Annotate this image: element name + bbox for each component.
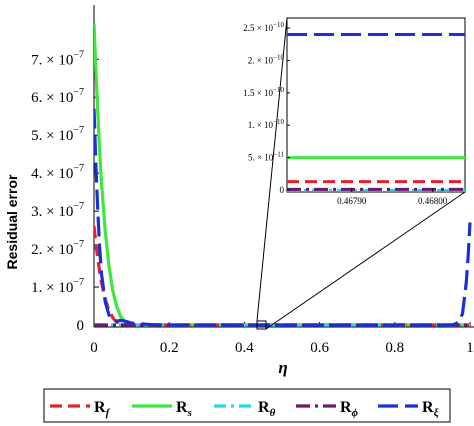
y-tick-label: 0 [77,318,85,334]
y-tick-label: 6. × 10−7 [31,87,84,106]
inset-frame [286,17,466,193]
series-line-f [94,226,470,327]
x-tick-label: 0.6 [310,340,329,356]
zoom-connector-left [256,17,288,322]
x-tick-label: 0.8 [385,340,404,356]
zoom-box [256,320,267,330]
zoom-connector-right [265,191,466,330]
inset-y-tick-label: 0 [280,185,285,195]
y-tick-label: 3. × 10−7 [31,201,84,220]
x-axis-label: η [278,358,287,377]
x-tick-label: 0.2 [160,340,179,356]
y-tick-label: 5. × 10−7 [31,125,84,144]
y-tick-label: 4. × 10−7 [31,163,84,182]
x-tick-label: 0 [90,340,98,356]
inset-y-tick-label: 1. × 10−10 [248,118,285,130]
x-tick-label: 1 [466,340,474,356]
y-tick-label: 7. × 10−7 [31,49,84,68]
y-tick-label: 2. × 10−7 [31,239,84,258]
inset-y-tick-label: 1.5 × 10−10 [243,86,284,98]
y-tick-label: 1. × 10−7 [31,277,84,296]
x-tick-label: 0.4 [235,340,254,356]
inset-x-tick-label: 0.46790 [337,196,367,206]
inset-plot: 2.5 × 10−10 2. × 10−10 1.5 × 10−10 1. × 10−… [243,17,466,206]
inset-y-tick-label: 2.5 × 10−10 [243,21,284,33]
inset-y-tick-label: 2. × 10−10 [248,53,285,65]
inset-y-tick-label: 5. × 10−11 [248,151,285,163]
y-axis-label: Residual error [4,174,20,269]
inset-x-tick-label: 0.46800 [418,196,448,206]
